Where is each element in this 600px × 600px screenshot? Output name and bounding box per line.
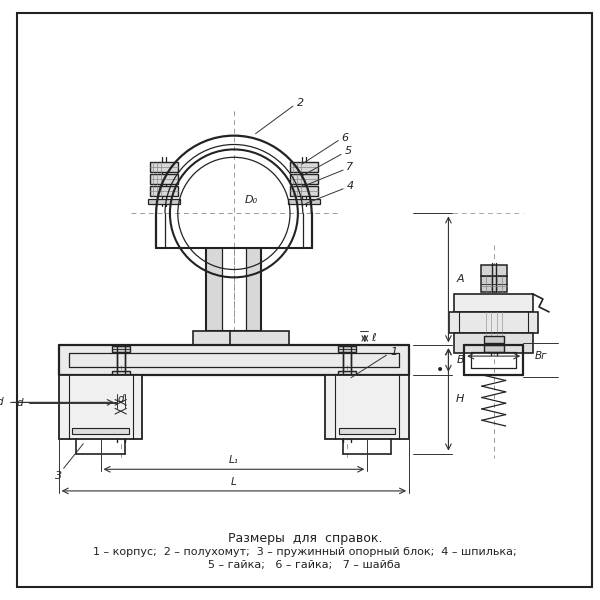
Text: B: B: [457, 355, 464, 365]
Bar: [290, 162, 317, 172]
Bar: [150, 162, 178, 172]
Text: 7: 7: [346, 162, 353, 172]
Text: 6: 6: [341, 133, 349, 143]
Text: 5 – гайка;   6 – гайка;   7 – шайба: 5 – гайка; 6 – гайка; 7 – шайба: [208, 560, 401, 570]
Bar: [449, 312, 538, 334]
Bar: [247, 248, 262, 331]
Bar: [484, 337, 503, 343]
Text: A: A: [457, 274, 464, 284]
Bar: [339, 428, 395, 434]
Bar: [288, 199, 320, 203]
Text: d: d: [118, 394, 124, 404]
Bar: [484, 345, 503, 352]
Bar: [338, 346, 356, 352]
Bar: [59, 375, 142, 439]
Text: L₁: L₁: [229, 455, 239, 466]
Bar: [481, 277, 506, 292]
Text: 5: 5: [344, 146, 352, 157]
Bar: [148, 199, 180, 203]
Bar: [150, 186, 178, 196]
Text: 1 – корпус;  2 – полухомут;  3 – пружинный опорный блок;  4 – шпилька;: 1 – корпус; 2 – полухомут; 3 – пружинный…: [93, 547, 517, 557]
Bar: [193, 331, 251, 345]
Bar: [112, 371, 130, 377]
Bar: [454, 334, 533, 353]
Text: ℓ: ℓ: [371, 334, 376, 343]
Text: 2: 2: [297, 98, 304, 108]
Text: •: •: [436, 363, 444, 377]
Bar: [73, 428, 128, 434]
Bar: [208, 248, 222, 331]
Bar: [325, 375, 409, 439]
Text: Размеры  для  справок.: Размеры для справок.: [227, 532, 382, 545]
Bar: [481, 265, 506, 277]
Bar: [112, 383, 130, 389]
Text: D₀: D₀: [245, 194, 258, 205]
Bar: [290, 186, 317, 196]
Bar: [338, 383, 356, 389]
Text: Bг: Bг: [535, 351, 547, 361]
Bar: [230, 331, 289, 345]
Bar: [290, 174, 317, 184]
Bar: [338, 371, 356, 377]
Bar: [60, 346, 408, 374]
Text: 3: 3: [55, 471, 62, 481]
Bar: [454, 294, 533, 312]
Bar: [150, 174, 178, 184]
Text: d: d: [0, 397, 3, 407]
Text: H: H: [456, 394, 464, 404]
Text: L: L: [231, 477, 237, 487]
Bar: [112, 346, 130, 352]
Text: 1: 1: [391, 347, 398, 357]
Text: 4: 4: [346, 181, 353, 191]
Text: d: d: [16, 398, 23, 409]
